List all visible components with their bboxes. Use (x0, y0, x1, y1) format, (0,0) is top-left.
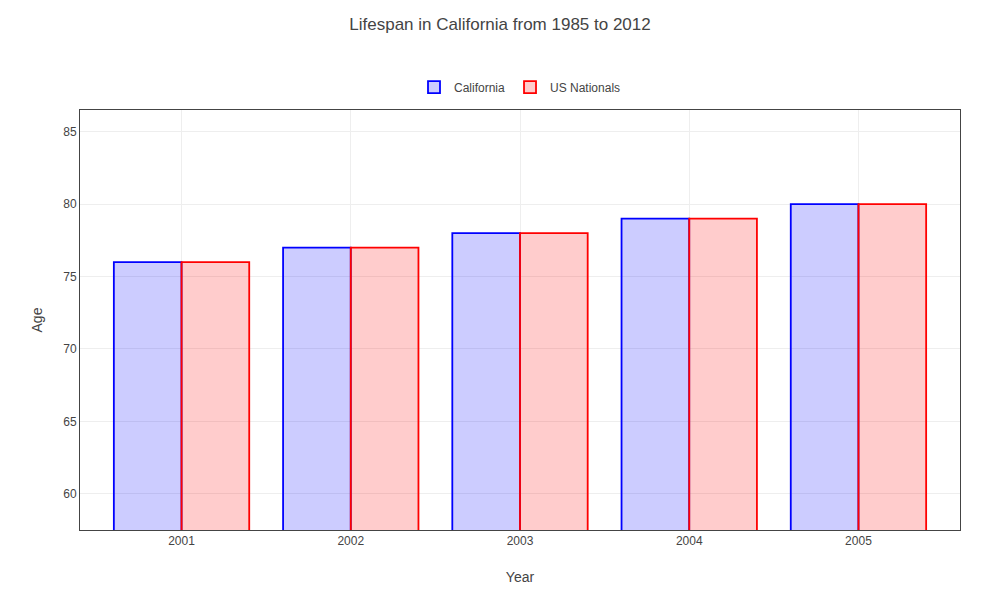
svg-text:California: California (454, 81, 505, 95)
svg-text:60: 60 (63, 487, 77, 501)
svg-text:75: 75 (63, 270, 77, 284)
svg-text:Age: Age (29, 307, 45, 332)
svg-text:Lifespan in California from 19: Lifespan in California from 1985 to 2012 (349, 15, 650, 34)
svg-text:2002: 2002 (337, 534, 364, 548)
svg-text:2001: 2001 (168, 534, 195, 548)
svg-text:2004: 2004 (676, 534, 703, 548)
svg-text:65: 65 (63, 415, 77, 429)
svg-text:2005: 2005 (845, 534, 872, 548)
svg-text:80: 80 (63, 197, 77, 211)
svg-text:US Nationals: US Nationals (550, 81, 620, 95)
svg-text:85: 85 (63, 125, 77, 139)
svg-text:Year: Year (506, 569, 535, 585)
svg-text:70: 70 (63, 342, 77, 356)
svg-text:2003: 2003 (507, 534, 534, 548)
